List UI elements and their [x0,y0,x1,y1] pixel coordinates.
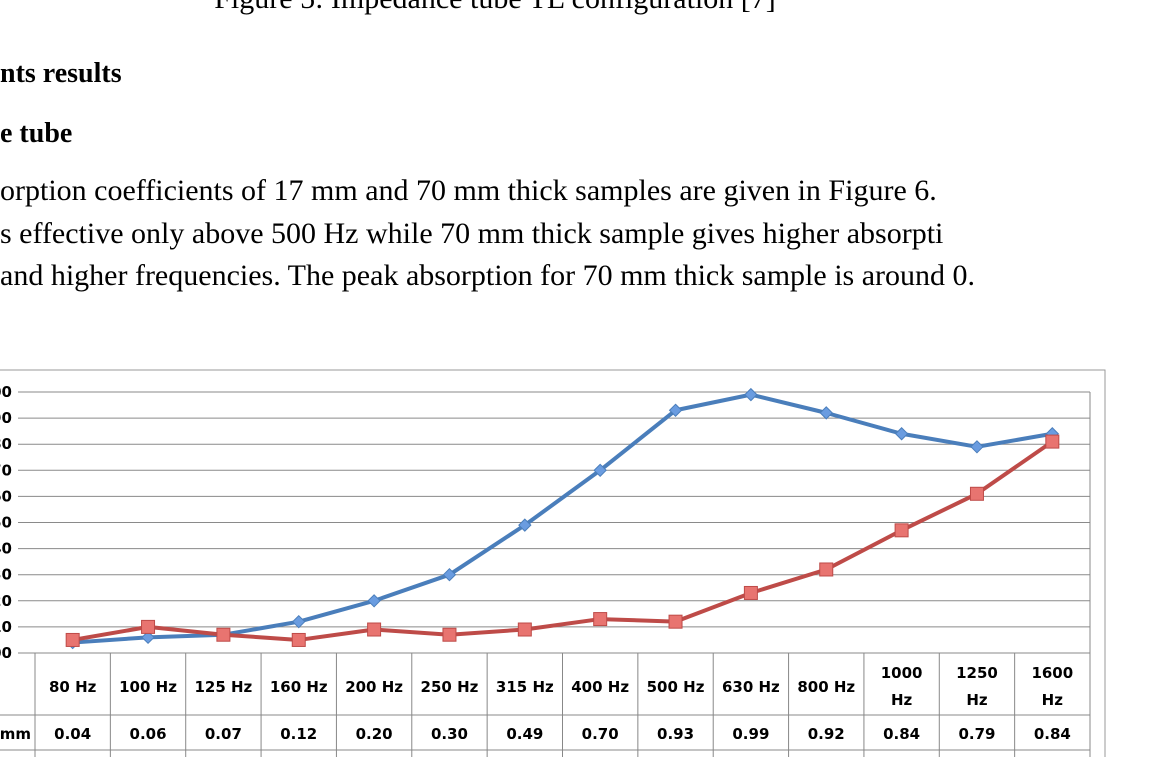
paragraph-line: orption coefficients of 17 mm and 70 mm … [0,174,937,207]
data-point [141,630,155,645]
data-point [65,632,80,647]
paragraph-line: s effective only above 500 Hz while 70 m… [0,217,943,250]
series-line [72,439,1054,642]
y-tick-label: 0.40 [0,540,12,558]
x-tick-label: 80 Hz [49,678,97,696]
x-tick-label: 1250 Hz [956,664,998,709]
data-point [291,632,306,647]
table-cell: 0.06 [130,725,167,743]
table-cell: 0.70 [582,725,619,743]
table-cell: 0.93 [657,725,694,743]
x-tick-label: 200 Hz [345,678,403,696]
data-point [367,594,381,608]
data-point [367,622,382,637]
table-cell: 0.12 [280,725,317,743]
data-point [442,567,457,582]
data-point [216,627,231,642]
y-tick-label: 0.90 [0,409,12,427]
x-tick-label: 250 Hz [421,678,479,696]
x-tick-label: 100 Hz [119,678,177,696]
table-cell: 0.92 [808,725,845,743]
table-cell: 0.99 [732,725,769,743]
data-point [970,440,984,454]
data-point [517,622,532,637]
data-point [819,406,833,420]
table-cell: 0.84 [883,725,920,743]
data-point [518,518,532,532]
data-point [593,463,607,478]
data-point [668,403,683,417]
x-tick-label: 315 Hz [496,678,554,696]
data-point [894,427,909,441]
y-tick-label: 0.80 [0,435,12,453]
chart-frame [0,369,1106,757]
data-point [1045,434,1060,449]
y-tick-label: 0.50 [0,514,12,532]
y-tick-label: 1.00 [0,383,12,401]
table-cell: 0.20 [356,725,393,743]
data-point [141,619,156,634]
x-tick-label: 400 Hz [571,678,629,696]
data-point [894,523,909,538]
x-tick-label: 500 Hz [647,678,705,696]
heading: nts results [0,58,122,89]
x-tick-label: 800 Hz [797,678,855,696]
y-tick-label: 0.10 [0,618,12,636]
heading: e tube [0,118,72,149]
data-point [819,562,834,577]
y-tick-label: 0.70 [0,461,12,479]
y-tick-label: 0.20 [0,592,12,610]
table-cell: 0.07 [205,725,242,743]
table-cell: 0.49 [506,725,543,743]
y-tick-label: 0.30 [0,566,12,584]
data-point [744,387,758,402]
x-tick-label: 1600 Hz [1031,664,1073,709]
x-tick-label: 160 Hz [270,678,328,696]
paragraph-line: and higher frequencies. The peak absorpt… [0,259,975,292]
data-point [593,612,608,627]
table-cell: 0.30 [431,725,468,743]
table-cell: 0.84 [1034,725,1071,743]
series-line [72,392,1053,645]
data-point [743,585,758,600]
data-point [969,486,984,501]
figure-caption: Figure 5: Impedance tube TL configuratio… [214,0,776,15]
data-point [292,614,306,629]
x-tick-label: 125 Hz [194,678,252,696]
data-point [668,614,683,629]
chart: 0.00 0.10 0.20 0.30 0.40 0.50 0.60 0.70 0.80 0.90… [0,383,1091,757]
y-tick-label: 0.00 [0,644,12,662]
table-cell: 0.04 [54,725,91,743]
row-label: 70 mm [0,725,31,743]
data-point [442,627,457,642]
x-tick-label: 630 Hz [722,678,780,696]
x-tick-label: 1000 Hz [881,664,923,709]
table-cell: 0.79 [958,725,995,743]
y-tick-label: 0.60 [0,487,12,505]
